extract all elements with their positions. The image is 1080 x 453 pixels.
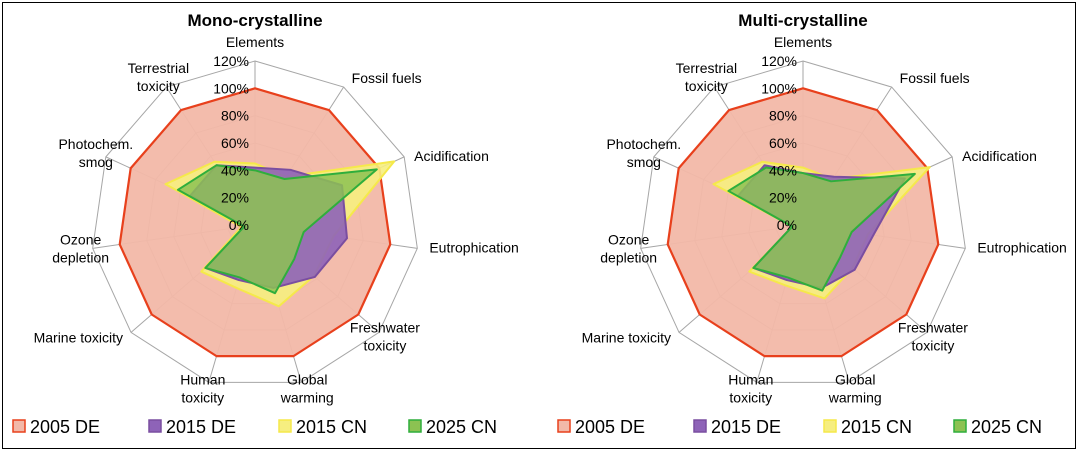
category-label-acidification: Acidification (962, 148, 1037, 164)
tick-labels: 0% 20% 40% 60% 80% 100% 120% (761, 53, 797, 233)
radar-charts: Mono-crystalline0%20%40%60%80%100%120%El… (12, 11, 1067, 437)
tick-label: 0% (229, 217, 249, 233)
tick-label: 120% (213, 53, 249, 69)
category-label-fossil-fuels: Fossil fuels (900, 70, 970, 86)
legend-item-2015-de: 2015 DE (148, 417, 236, 437)
category-label-eutrophication: Eutrophication (429, 239, 519, 255)
legend-item-2005-de: 2005 DE (557, 417, 645, 437)
category-label-marine-toxicity: Marine toxicity (34, 329, 123, 345)
series-2025-cn (176, 164, 378, 295)
tick-label: 60% (221, 135, 249, 151)
chart-mono-crystalline: Mono-crystalline0%20%40%60%80%100%120%El… (34, 11, 519, 405)
category-label-photochem-smog: Photochem. smog (58, 136, 133, 170)
chart-title: Mono-crystalline (187, 11, 322, 30)
category-label-terrestrial-toxicity: Terrestrial toxicity (128, 60, 189, 94)
legend-item-2015-cn: 2015 CN (823, 417, 912, 437)
grid-ring (640, 60, 966, 383)
category-label-marine-toxicity: Marine toxicity (582, 329, 671, 345)
legend-label: 2025 CN (426, 417, 497, 437)
legend-mono: 2005 DE 2015 DE 2015 CN 2025 CN (12, 417, 497, 437)
legend-item-2025-cn: 2025 CN (953, 417, 1042, 437)
category-label-freshwater-toxicity: Freshwater toxicity (898, 319, 968, 353)
chart-multi-crystalline: Multi-crystalline0%20%40%60%80%100%120%E… (582, 11, 1067, 405)
tick-label: 60% (769, 135, 797, 151)
category-label-fossil-fuels: Fossil fuels (352, 70, 422, 86)
legend-label: 2015 DE (166, 417, 236, 437)
category-label-elements: Elements (774, 34, 832, 50)
tick-label: 0% (777, 217, 797, 233)
legend-label: 2005 DE (30, 417, 100, 437)
legend-swatch (953, 419, 967, 433)
grid-ring (92, 60, 418, 383)
tick-label: 40% (769, 162, 797, 178)
tick-labels: 0% 20% 40% 60% 80% 100% 120% (213, 53, 249, 233)
tick-label: 80% (221, 108, 249, 124)
legend-swatch (148, 419, 162, 433)
tick-label: 40% (221, 162, 249, 178)
legend-swatch (823, 419, 837, 433)
category-label-ozone-depletion: Ozone depletion (52, 231, 109, 265)
series-2025-cn (727, 166, 916, 292)
category-label-acidification: Acidification (414, 148, 489, 164)
legend-swatch (557, 419, 571, 433)
legend-swatch (278, 419, 292, 433)
legend-label: 2005 DE (575, 417, 645, 437)
legend-swatch (12, 419, 26, 433)
tick-label: 20% (221, 190, 249, 206)
category-label-human-toxicity: Human toxicity (728, 371, 773, 405)
legend-label: 2015 CN (841, 417, 912, 437)
category-label-elements: Elements (226, 34, 284, 50)
legend-item-2005-de: 2005 DE (12, 417, 100, 437)
category-label-photochem-smog: Photochem. smog (606, 136, 681, 170)
tick-label: 80% (769, 108, 797, 124)
chart-title: Multi-crystalline (738, 11, 867, 30)
category-label-human-toxicity: Human toxicity (180, 371, 225, 405)
legend-swatch (408, 419, 422, 433)
category-label-global-warming: Global warming (828, 371, 882, 405)
tick-label: 100% (761, 80, 797, 96)
category-label-terrestrial-toxicity: Terrestrial toxicity (676, 60, 737, 94)
legend-item-2015-de: 2015 DE (693, 417, 781, 437)
tick-label: 20% (769, 190, 797, 206)
legend-label: 2015 DE (711, 417, 781, 437)
category-label-freshwater-toxicity: Freshwater toxicity (350, 319, 420, 353)
category-label-global-warming: Global warming (280, 371, 334, 405)
category-labels: Elements Fossil fuels Acidification Eutroph… (582, 34, 1067, 405)
legend-item-2015-cn: 2015 CN (278, 417, 367, 437)
legend-label: 2015 CN (296, 417, 367, 437)
legend-swatch (693, 419, 707, 433)
category-label-ozone-depletion: Ozone depletion (600, 231, 657, 265)
tick-label: 100% (213, 80, 249, 96)
legend-multi: 2005 DE 2015 DE 2015 CN 2025 CN (557, 417, 1042, 437)
tick-label: 120% (761, 53, 797, 69)
category-label-eutrophication: Eutrophication (977, 239, 1067, 255)
legend-item-2025-cn: 2025 CN (408, 417, 497, 437)
legend-label: 2025 CN (971, 417, 1042, 437)
category-labels: Elements Fossil fuels Acidification Eutroph… (34, 34, 519, 405)
